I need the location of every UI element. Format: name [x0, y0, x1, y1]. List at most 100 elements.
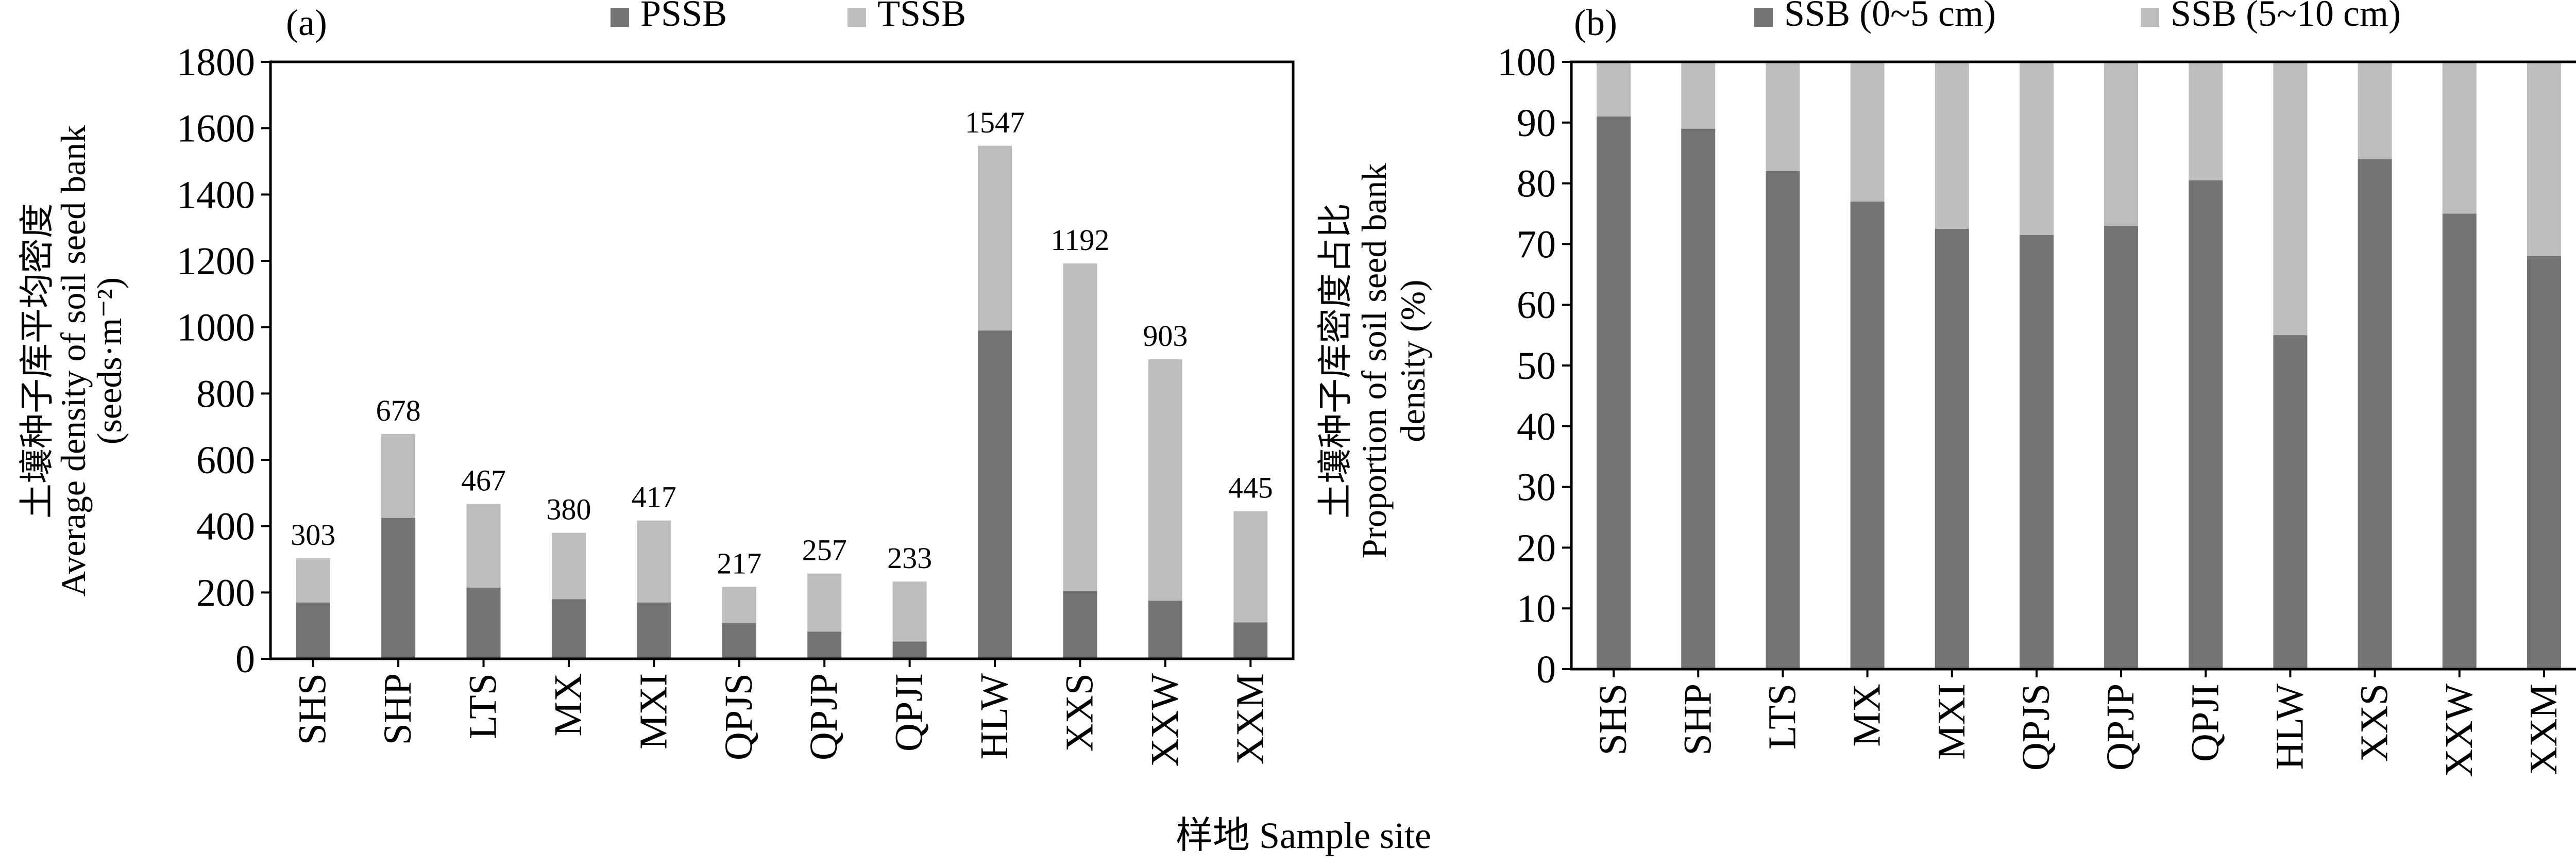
x-tick-label-qpji: QPJI — [888, 673, 931, 752]
legend-swatch-2 — [848, 8, 866, 27]
bar-qpjs-series2 — [722, 587, 756, 623]
shared-x-axis-label: 样地 Sample site — [1176, 815, 1431, 856]
bar-lts-series2 — [1766, 62, 1800, 172]
bar-xxm-series1 — [1233, 622, 1268, 659]
bar-mx-series2 — [1850, 62, 1885, 202]
x-tick-label-xxw: XXW — [1143, 673, 1187, 767]
bar-xxs-series1 — [1063, 591, 1097, 659]
x-tick-label-qpjp: QPJP — [802, 673, 845, 760]
data-label-shs: 303 — [291, 518, 335, 552]
y-tick-label: 600 — [196, 439, 255, 482]
x-tick-label-mxi: MXI — [632, 673, 675, 750]
bar-mxi-series2 — [637, 520, 671, 603]
bar-xxs-series2 — [1063, 263, 1097, 591]
legend-label-1: SSB (0~5 cm) — [1784, 0, 1996, 34]
y-tick-label: 30 — [1517, 466, 1556, 509]
bar-qpjp-series2 — [807, 573, 842, 632]
y-tick-label: 1800 — [177, 41, 255, 84]
legend-label-2: SSB (5~10 cm) — [2171, 0, 2401, 34]
data-label-xxm: 445 — [1228, 471, 1273, 505]
bar-mx-series2 — [551, 533, 586, 600]
bar-qpji-series1 — [2189, 180, 2223, 670]
bar-mxi-series2 — [1935, 62, 1969, 229]
y-axis-label-line1: 土壤种子库平均密度 — [18, 203, 57, 519]
data-label-xxs: 1192 — [1051, 223, 1110, 257]
x-tick-label-mx: MX — [547, 673, 590, 736]
legend-swatch-2 — [2141, 8, 2159, 27]
x-tick-label-qpjs: QPJS — [717, 673, 760, 760]
y-tick-label: 10 — [1517, 587, 1556, 630]
data-label-qpji: 233 — [887, 541, 932, 575]
legend-label-1: PSSB — [640, 0, 727, 34]
panel-b: SHS SHP LTS MX MXI QPJS QPJP QPJI HLW XXS XXW XXM 0 1… — [1316, 0, 2576, 777]
legend-swatch-1 — [1754, 8, 1773, 27]
bar-xxw-series2 — [1148, 359, 1182, 601]
bar-xxm-series1 — [2527, 256, 2561, 670]
bar-shp-series2 — [1681, 62, 1716, 129]
bar-mx-series1 — [551, 599, 586, 659]
bar-mxi-series1 — [1935, 228, 1969, 669]
bar-xxs-series2 — [2358, 62, 2392, 159]
bar-shs-series2 — [1597, 62, 1631, 117]
y-tick-label: 80 — [1517, 162, 1556, 206]
x-tick-label-shs: SHS — [1591, 684, 1635, 755]
x-tick-label-shs: SHS — [291, 673, 334, 745]
bar-xxw-series1 — [2442, 213, 2477, 669]
data-label-hlw: 1547 — [965, 106, 1025, 139]
bar-qpjp-series1 — [807, 631, 842, 659]
bar-qpjp-series1 — [2104, 226, 2139, 669]
bar-lts-series2 — [466, 504, 501, 588]
x-tick-label-mx: MX — [1845, 684, 1889, 746]
plot-frame — [269, 60, 1295, 660]
bar-mxi-series1 — [637, 602, 671, 659]
x-tick-label-hlw: HLW — [2268, 684, 2311, 770]
data-label-shp: 678 — [376, 394, 421, 427]
bar-mx-series1 — [1850, 201, 1885, 669]
x-tick-label-qpjp: QPJP — [2099, 684, 2142, 771]
bar-lts-series1 — [1766, 171, 1800, 669]
bar-hlw-series2 — [978, 145, 1012, 331]
bar-hlw-series1 — [978, 330, 1012, 659]
bar-shp-series2 — [381, 434, 416, 518]
bar-xxw-series2 — [2442, 62, 2477, 214]
x-tick-label-xxs: XXS — [1058, 673, 1101, 752]
bar-qpji-series2 — [892, 581, 927, 642]
data-label-mxi: 417 — [632, 480, 676, 514]
bar-qpjp-series2 — [2104, 62, 2139, 226]
y-tick-label: 70 — [1517, 223, 1556, 266]
bar-xxs-series1 — [2358, 159, 2392, 670]
bar-shs-series2 — [296, 558, 330, 603]
bar-qpji-series2 — [2189, 62, 2223, 180]
y-tick-label: 1400 — [177, 173, 255, 217]
y-axis-label-line1: 土壤种子库密度占比 — [1316, 203, 1355, 519]
y-tick-label: 20 — [1517, 526, 1556, 570]
x-tick-label-mxi: MXI — [1930, 684, 1973, 760]
y-axis-label-line3: density (%) — [1393, 279, 1432, 442]
x-tick-label-qpji: QPJI — [2183, 684, 2227, 762]
x-tick-label-qpjs: QPJS — [2014, 684, 2058, 771]
x-tick-label-xxm: XXM — [2522, 684, 2565, 775]
bar-shs-series1 — [1597, 117, 1631, 669]
bar-lts-series1 — [466, 587, 501, 659]
y-tick-label: 800 — [196, 372, 255, 415]
bar-hlw-series1 — [2273, 335, 2308, 669]
bar-qpji-series1 — [892, 641, 927, 659]
data-label-qpjs: 217 — [717, 546, 761, 580]
data-label-lts: 467 — [461, 464, 506, 497]
y-tick-label: 50 — [1517, 344, 1556, 388]
legend-label-2: TSSB — [877, 0, 966, 34]
bar-qpjs-series1 — [2019, 235, 2054, 670]
x-tick-label-shp: SHP — [376, 673, 419, 745]
y-axis-label-line2: Average density of soil seed bank — [54, 125, 93, 597]
data-label-mx: 380 — [546, 493, 591, 526]
bar-xxm-series2 — [2527, 62, 2561, 256]
bar-shp-series1 — [1681, 128, 1716, 670]
x-tick-label-xxm: XXM — [1228, 673, 1272, 764]
panel-label: (a) — [286, 2, 327, 43]
y-tick-label: 60 — [1517, 284, 1556, 327]
plot-frame — [1570, 60, 2576, 671]
panel-a: 303 SHS 678 SHP 467 LTS 380 MX 417 MXI 217 QPJS 257 Q… — [18, 0, 1295, 767]
x-tick-label-lts: LTS — [1760, 684, 1804, 750]
y-tick-label: 90 — [1517, 102, 1556, 145]
